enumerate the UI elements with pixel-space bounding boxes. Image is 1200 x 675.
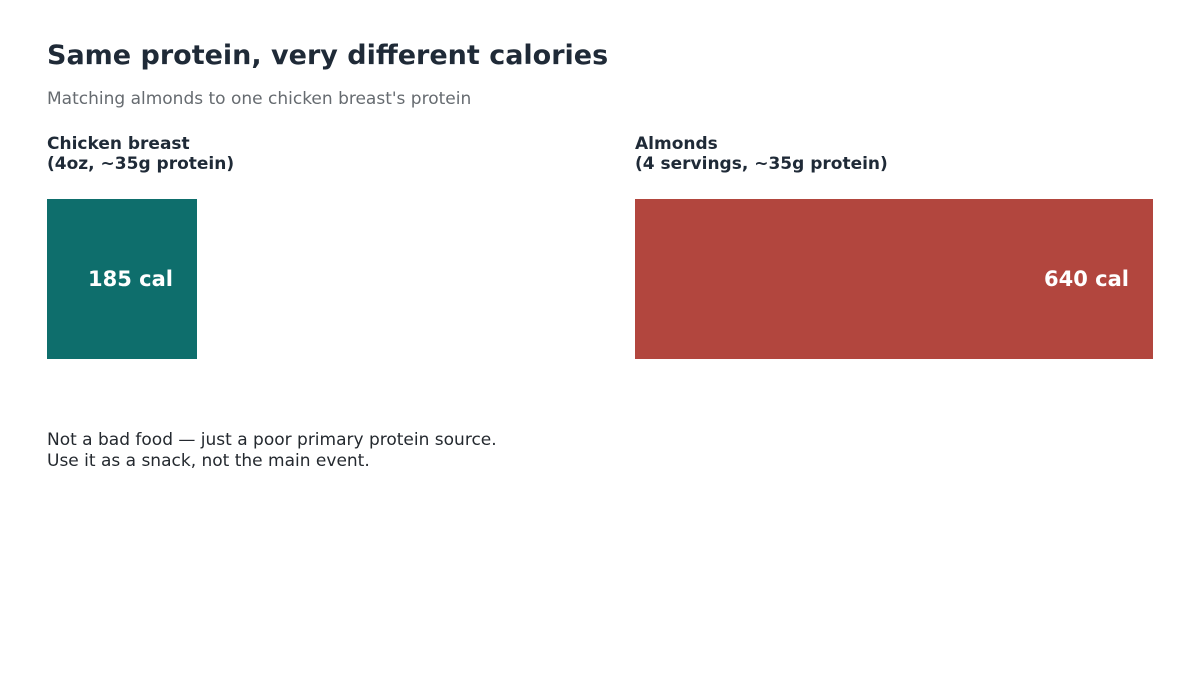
chicken-breast-name: Chicken breast [47, 134, 190, 154]
footnote: Not a bad food — just a poor primary pro… [47, 430, 497, 472]
footnote-line-2: Use it as a snack, not the main event. [47, 451, 370, 471]
almonds-detail: (4 servings, ~35g protein) [635, 154, 888, 174]
chicken-breast-label: Chicken breast (4oz, ~35g protein) [47, 134, 234, 174]
chicken-breast-panel: Chicken breast (4oz, ~35g protein) 185 c… [47, 134, 234, 359]
chicken-breast-calorie-label: 185 cal [88, 267, 173, 291]
almonds-label: Almonds (4 servings, ~35g protein) [635, 134, 888, 174]
almonds-panel: Almonds (4 servings, ~35g protein) 640 c… [635, 134, 1153, 359]
almonds-calorie-bar: 640 cal [635, 199, 1153, 359]
almonds-calorie-label: 640 cal [1044, 267, 1129, 291]
chart-subtitle: Matching almonds to one chicken breast's… [47, 89, 472, 109]
almonds-name: Almonds [635, 134, 718, 154]
footnote-line-1: Not a bad food — just a poor primary pro… [47, 430, 497, 450]
chicken-breast-calorie-bar: 185 cal [47, 199, 197, 359]
chicken-breast-detail: (4oz, ~35g protein) [47, 154, 235, 174]
chart-title: Same protein, very different calories [47, 40, 609, 71]
